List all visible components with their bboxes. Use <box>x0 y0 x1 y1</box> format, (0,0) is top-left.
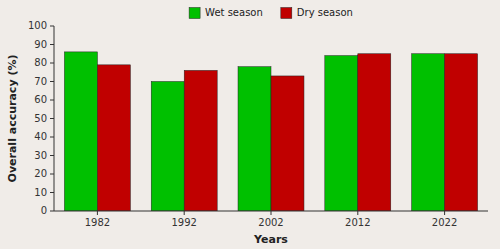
x-tick <box>271 211 272 215</box>
y-tick <box>50 63 54 64</box>
x-tick-label: 2012 <box>345 217 370 228</box>
y-tick <box>50 174 54 175</box>
legend-swatch <box>281 8 292 19</box>
legend-swatch <box>189 8 200 19</box>
y-tick-label: 60 <box>34 94 47 105</box>
bar <box>325 56 358 211</box>
y-tick <box>50 26 54 27</box>
x-tick <box>444 211 445 215</box>
y-tick-label: 40 <box>34 131 47 142</box>
y-tick-label: 70 <box>34 76 47 87</box>
legend-item: Dry season <box>281 7 353 19</box>
legend-item: Wet season <box>189 7 263 19</box>
legend-label: Wet season <box>205 7 263 18</box>
chart: 0 10 20 30 40 50 60 70 80 90 100 1982 1992 2002 2012 20… <box>0 0 500 249</box>
bar <box>64 52 97 211</box>
y-tick-label: 80 <box>34 57 47 68</box>
x-tick-label: 2022 <box>432 217 457 228</box>
x-tick <box>97 211 98 215</box>
y-tick-label: 90 <box>34 39 47 50</box>
x-tick-label: 2002 <box>258 217 283 228</box>
y-tick-label: 50 <box>34 113 47 124</box>
bar <box>238 67 271 211</box>
y-tick <box>50 118 54 119</box>
x-tick <box>184 211 185 215</box>
y-axis-label: Overall accuracy (%) <box>6 55 19 183</box>
y-tick <box>50 137 54 138</box>
x-axis-label: Years <box>253 233 288 246</box>
y-tick-label: 30 <box>34 150 47 161</box>
y-tick <box>50 100 54 101</box>
y-tick <box>50 211 54 212</box>
y-tick <box>50 44 54 45</box>
bar <box>151 82 184 212</box>
bar <box>412 54 445 211</box>
x-tick <box>357 211 358 215</box>
bar <box>445 54 478 211</box>
x-axis: 1982 1992 2002 2012 2022 <box>85 211 458 228</box>
y-axis-line <box>54 26 55 211</box>
x-tick-label: 1982 <box>85 217 110 228</box>
legend: Wet season Dry season <box>189 7 353 19</box>
y-axis: 0 10 20 30 40 50 60 70 80 90 100 <box>28 20 54 216</box>
y-tick <box>50 81 54 82</box>
x-tick-label: 1992 <box>171 217 196 228</box>
bar <box>97 65 130 211</box>
y-tick <box>50 155 54 156</box>
y-tick-label: 100 <box>28 20 47 31</box>
bar <box>271 76 304 211</box>
legend-label: Dry season <box>297 7 353 18</box>
bar <box>184 70 217 211</box>
bars <box>64 52 477 211</box>
y-tick-label: 10 <box>34 187 47 198</box>
bar <box>358 54 391 211</box>
y-tick <box>50 192 54 193</box>
y-tick-label: 0 <box>41 205 47 216</box>
y-tick-label: 20 <box>34 168 47 179</box>
